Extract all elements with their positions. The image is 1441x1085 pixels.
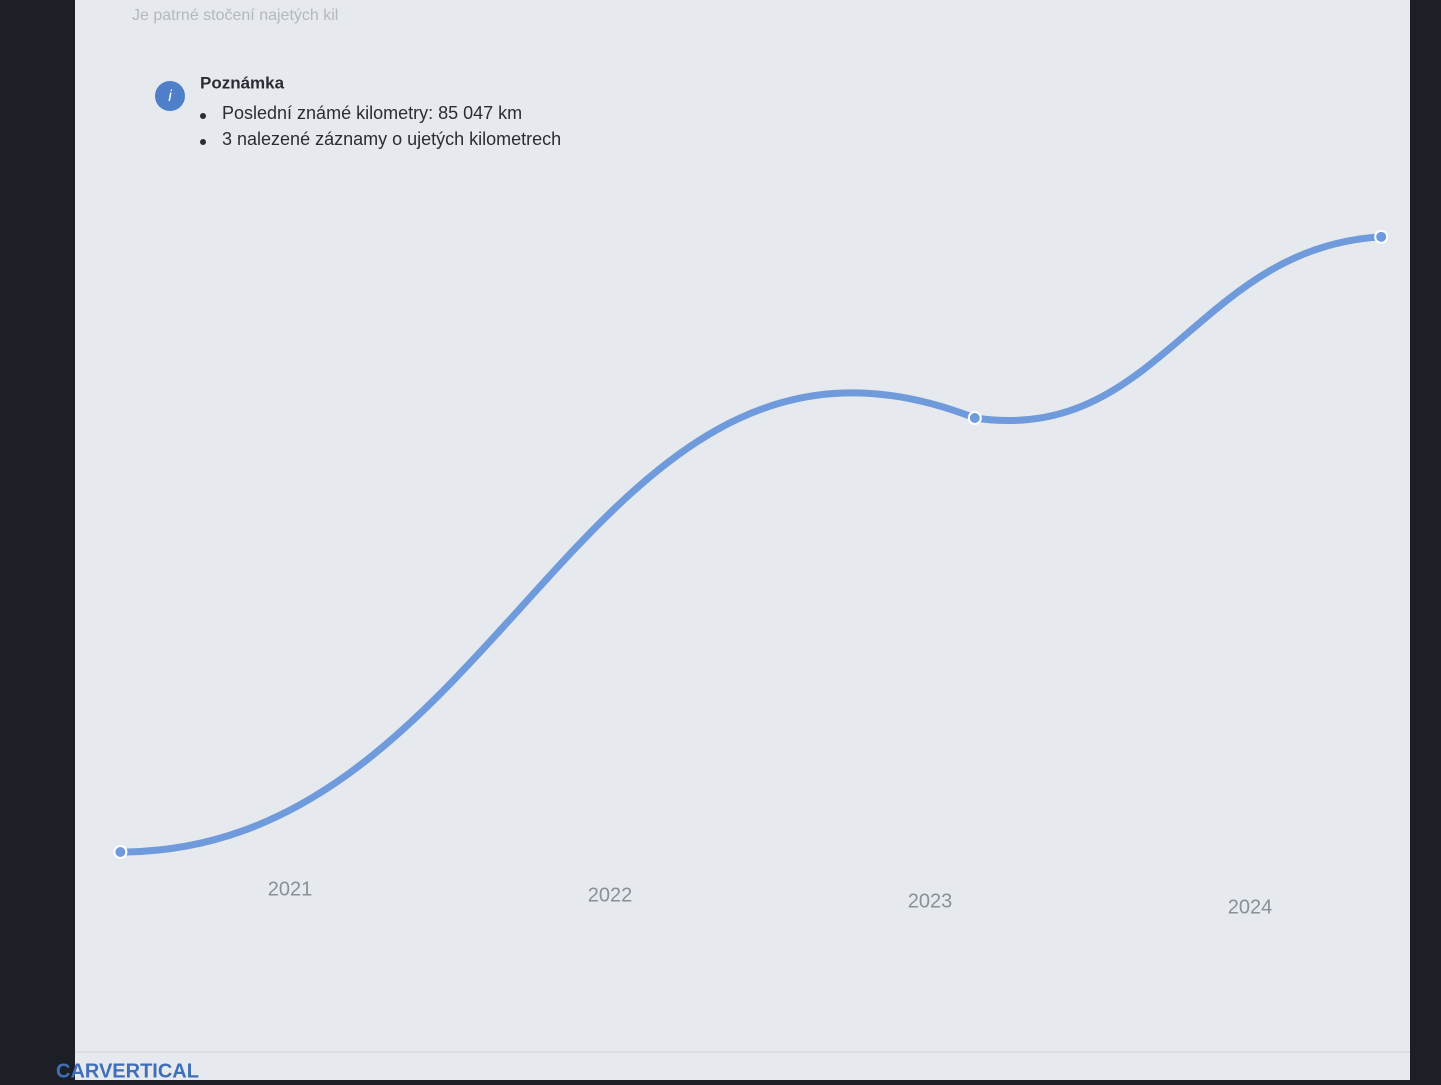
info-icon-glyph: i <box>168 88 172 105</box>
x-tick-label: 2022 <box>588 884 633 906</box>
x-tick-label: 2024 <box>1228 896 1273 918</box>
footer-logo: CARVERTICAL <box>56 1060 199 1080</box>
data-point <box>113 845 128 859</box>
note-item: Poslední známé kilometry: 85 047 km <box>222 103 522 123</box>
bullet <box>200 139 206 145</box>
note-item: 3 nalezené záznamy o ujetých kilometrech <box>222 129 561 149</box>
intro-text: Je patrné stočení najetých kil <box>132 7 338 24</box>
bullet <box>200 113 206 119</box>
paper <box>75 0 1410 1080</box>
data-point <box>967 411 982 425</box>
info-icon <box>155 81 185 111</box>
x-tick-label: 2021 <box>268 878 313 900</box>
data-point <box>1374 229 1389 244</box>
note-title: Poznámka <box>200 73 285 92</box>
x-tick-label: 2023 <box>908 890 953 912</box>
mileage-line <box>116 233 1385 856</box>
